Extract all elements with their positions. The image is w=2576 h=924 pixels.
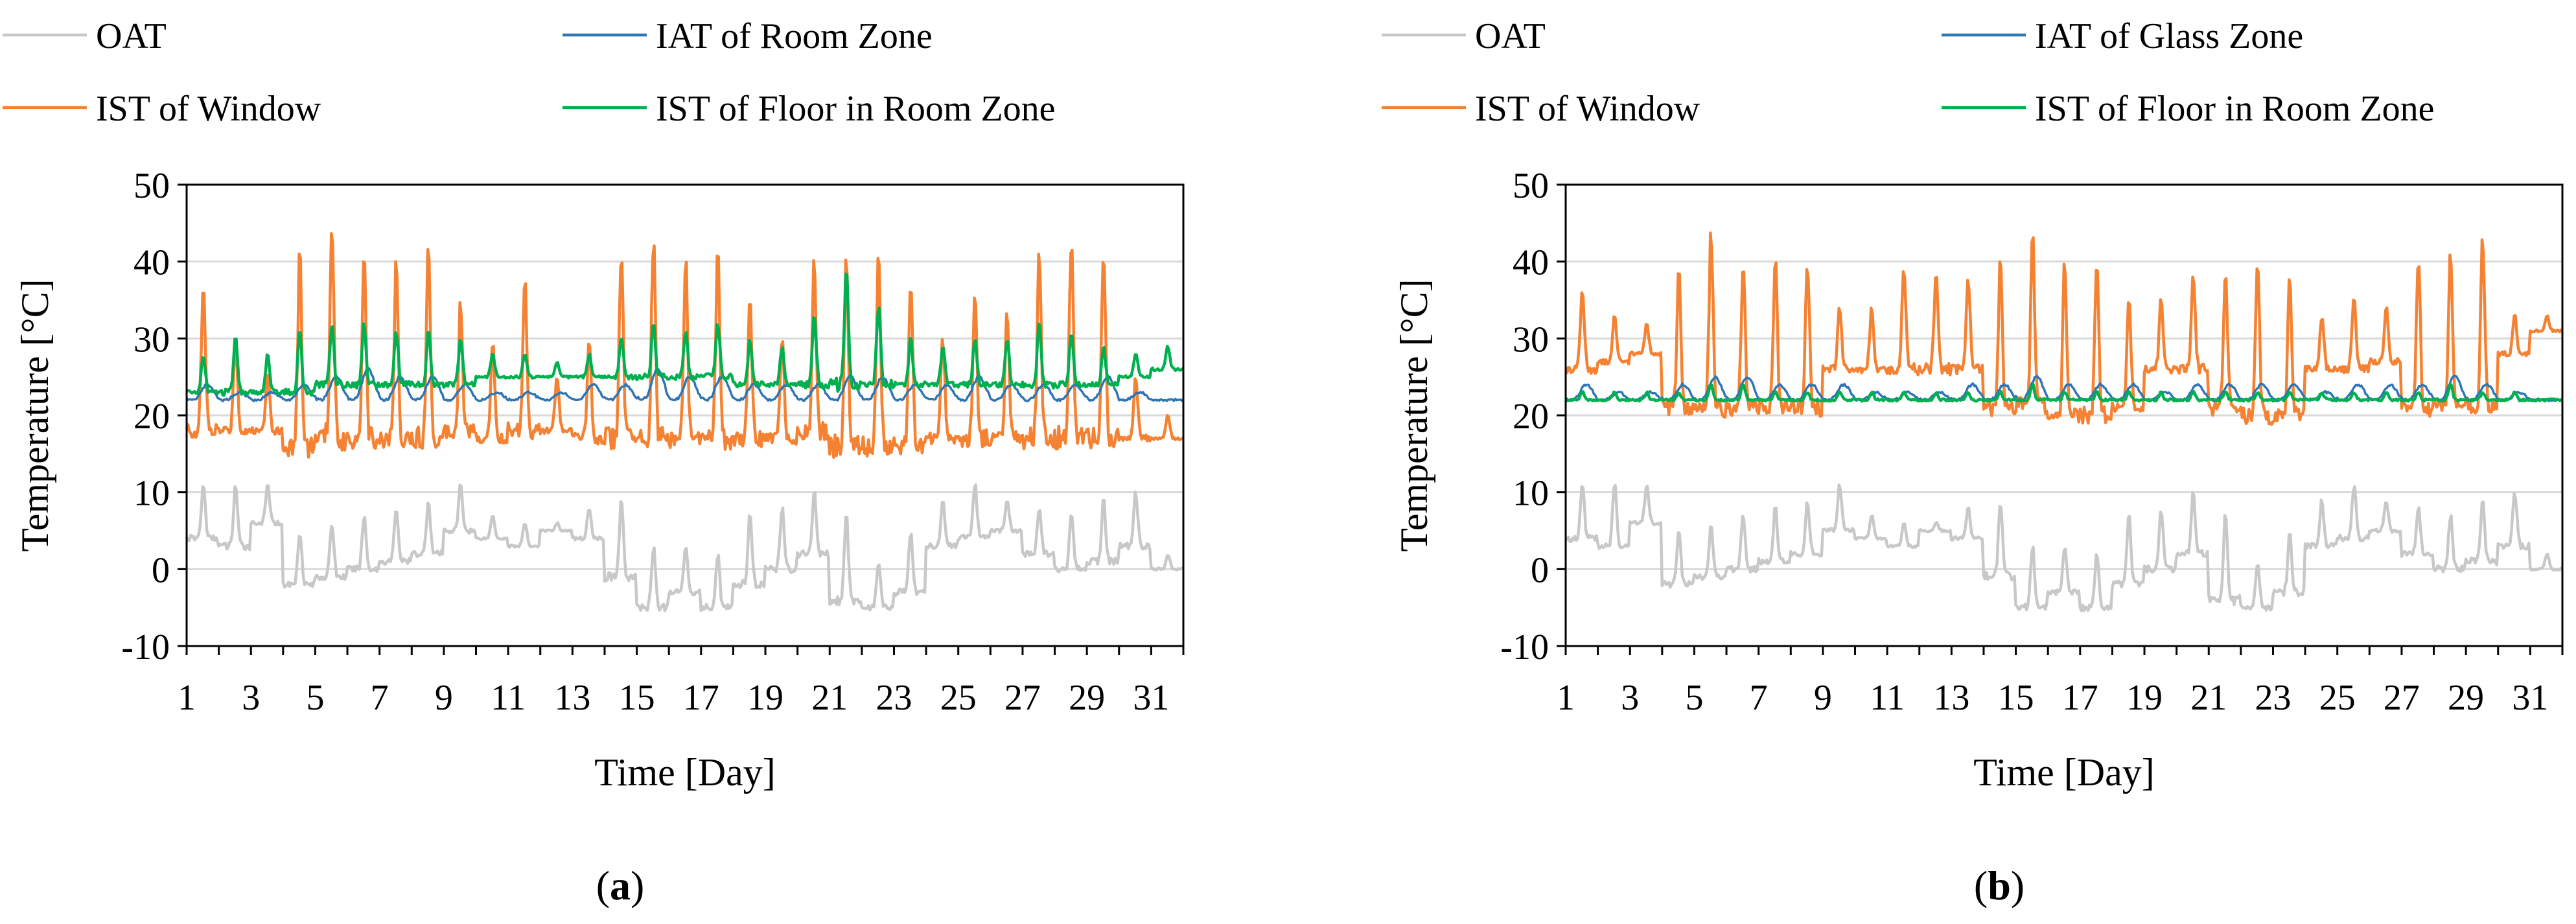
panel-label: (a) — [596, 862, 645, 908]
x-tick-label: 1 — [1557, 678, 1575, 718]
y-tick-label: 20 — [133, 397, 170, 437]
y-axis-title: Temperature [°C] — [1393, 279, 1435, 551]
x-tick-label: 19 — [2126, 678, 2163, 718]
x-tick-label: 19 — [747, 678, 783, 718]
x-tick-label: 9 — [435, 678, 453, 718]
y-tick-label: 10 — [1513, 474, 1549, 514]
y-tick-label: 20 — [1513, 397, 1549, 437]
legend-entry: IST of Window — [96, 89, 321, 129]
y-tick-label: 50 — [133, 166, 170, 206]
y-axis-title: Temperature [°C] — [14, 279, 56, 551]
x-tick-label: 9 — [1814, 678, 1832, 718]
x-tick-label: 5 — [1685, 678, 1703, 718]
legend-entry: IAT of Room Zone — [656, 16, 933, 56]
x-tick-label: 27 — [2384, 678, 2420, 718]
x-tick-label: 13 — [554, 678, 590, 718]
series-line-oat — [1565, 483, 2564, 612]
x-tick-label: 23 — [2255, 678, 2291, 718]
x-tick-label: 1 — [178, 678, 196, 718]
x-tick-label: 7 — [1750, 678, 1768, 718]
x-tick-label: 5 — [306, 678, 324, 718]
x-tick-label: 15 — [619, 678, 655, 718]
legend-entry: OAT — [96, 16, 167, 56]
x-axis-title: Time [Day] — [1973, 751, 2154, 794]
x-tick-label: 11 — [491, 678, 526, 718]
y-tick-label: 40 — [1513, 243, 1549, 283]
panel-label: (b) — [1974, 862, 2025, 908]
x-tick-label: 29 — [1069, 678, 1105, 718]
x-tick-label: 3 — [242, 678, 260, 718]
y-tick-label: 30 — [1513, 319, 1549, 360]
x-tick-label: 25 — [940, 678, 977, 718]
series-line-ist-window — [1565, 231, 2564, 426]
x-tick-label: 17 — [683, 678, 719, 718]
x-tick-label: 11 — [1870, 678, 1905, 718]
x-tick-label: 31 — [2512, 678, 2548, 718]
x-tick-label: 23 — [876, 678, 912, 718]
x-tick-label: 27 — [1004, 678, 1041, 718]
series-line-iat — [185, 367, 1184, 402]
x-tick-label: 7 — [371, 678, 389, 718]
legend-entry: IST of Window — [1475, 89, 1700, 129]
x-tick-label: 21 — [811, 678, 848, 718]
y-tick-label: 0 — [152, 550, 170, 590]
x-axis-title: Time [Day] — [594, 751, 775, 794]
x-tick-label: 25 — [2319, 678, 2356, 718]
y-tick-label: 40 — [133, 243, 170, 283]
x-tick-label: 13 — [1933, 678, 1969, 718]
series-line-ist-window — [185, 232, 1184, 459]
series-line-ist-floor — [185, 272, 1184, 397]
x-tick-label: 29 — [2448, 678, 2484, 718]
y-tick-label: 10 — [133, 474, 170, 514]
x-tick-label: 15 — [1998, 678, 2034, 718]
legend-entry: IST of Floor in Room Zone — [656, 89, 1056, 129]
legend-entry: OAT — [1475, 16, 1546, 56]
series-line-oat — [185, 483, 1185, 612]
y-tick-label: -10 — [1500, 627, 1549, 667]
x-tick-label: 31 — [1133, 678, 1169, 718]
y-tick-label: 0 — [1531, 550, 1549, 590]
legend-entry: IST of Floor in Room Zone — [2035, 89, 2435, 129]
legend-entry: IAT of Glass Zone — [2035, 16, 2303, 56]
y-tick-label: 50 — [1513, 166, 1549, 206]
x-tick-label: 17 — [2062, 678, 2098, 718]
y-tick-label: -10 — [121, 627, 170, 667]
series-line-ist-floor — [1564, 382, 2563, 403]
x-tick-label: 21 — [2190, 678, 2227, 718]
y-tick-label: 30 — [133, 319, 170, 360]
x-tick-label: 3 — [1621, 678, 1639, 718]
